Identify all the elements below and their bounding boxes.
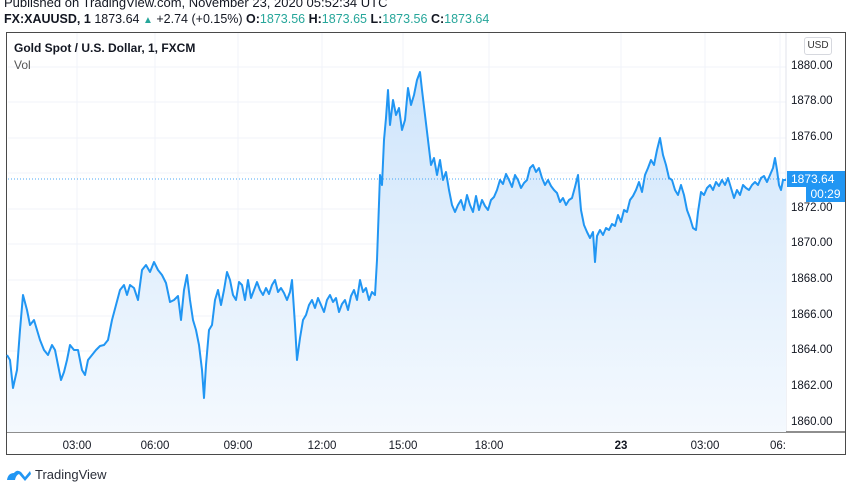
open-value: 1873.56 xyxy=(259,12,306,26)
x-tick: 15:00 xyxy=(388,440,418,452)
x-tick: 06:00 xyxy=(140,440,170,452)
published-caption: Published on TradingView.com, November 2… xyxy=(4,0,388,10)
x-tick: 09:00 xyxy=(223,440,253,452)
symbol-label: FX:XAUUSD, 1 xyxy=(4,12,91,26)
high-value: 1873.65 xyxy=(321,12,367,26)
low-value: 1873.56 xyxy=(382,12,428,26)
x-tick: 18:00 xyxy=(474,440,504,452)
y-tick: 1864.00 xyxy=(791,344,833,356)
volume-label: Vol xyxy=(14,58,31,72)
close-value: 1873.64 xyxy=(444,12,490,26)
close-label: C: xyxy=(430,12,445,26)
y-tick: 1878.00 xyxy=(791,95,833,107)
x-tick: 03:00 xyxy=(690,440,720,452)
x-tick-day: 23 xyxy=(614,440,628,452)
y-tick: 1862.00 xyxy=(791,380,833,392)
x-tick: 06: xyxy=(770,440,786,452)
y-tick: 1876.00 xyxy=(791,131,833,143)
y-tick: 1868.00 xyxy=(791,273,833,285)
last-price: 1873.64 xyxy=(94,12,140,26)
y-tick: 1872.00 xyxy=(791,202,833,214)
tradingview-logo[interactable]: TradingView xyxy=(6,467,107,482)
bar-countdown: 00:29 xyxy=(806,187,845,202)
y-tick: 1880.00 xyxy=(791,60,833,72)
price-line xyxy=(6,71,786,399)
price-change: +2.74 (+0.15%) xyxy=(156,12,243,26)
x-tick: 03:00 xyxy=(62,440,92,452)
currency-button[interactable]: USD xyxy=(804,37,832,55)
tradingview-cloud-icon xyxy=(7,470,31,481)
y-tick: 1870.00 xyxy=(791,237,833,249)
low-label: L: xyxy=(370,12,383,26)
high-label: H: xyxy=(308,12,322,26)
ohlc-legend: FX:XAUUSD, 1 1873.64 ▲ +2.74 (+0.15%) O:… xyxy=(4,12,489,26)
open-label: O: xyxy=(246,12,260,26)
x-tick: 12:00 xyxy=(307,440,337,452)
price-area-fill xyxy=(7,72,786,432)
chart-title: Gold Spot / U.S. Dollar, 1, FXCM xyxy=(14,41,196,55)
y-tick: 1866.00 xyxy=(791,309,833,321)
y-tick: 1860.00 xyxy=(791,416,833,428)
triangle-up-icon: ▲ xyxy=(142,15,153,26)
tradingview-logo-text: TradingView xyxy=(35,467,107,482)
last-price-tag: 1873.64 xyxy=(787,171,845,187)
